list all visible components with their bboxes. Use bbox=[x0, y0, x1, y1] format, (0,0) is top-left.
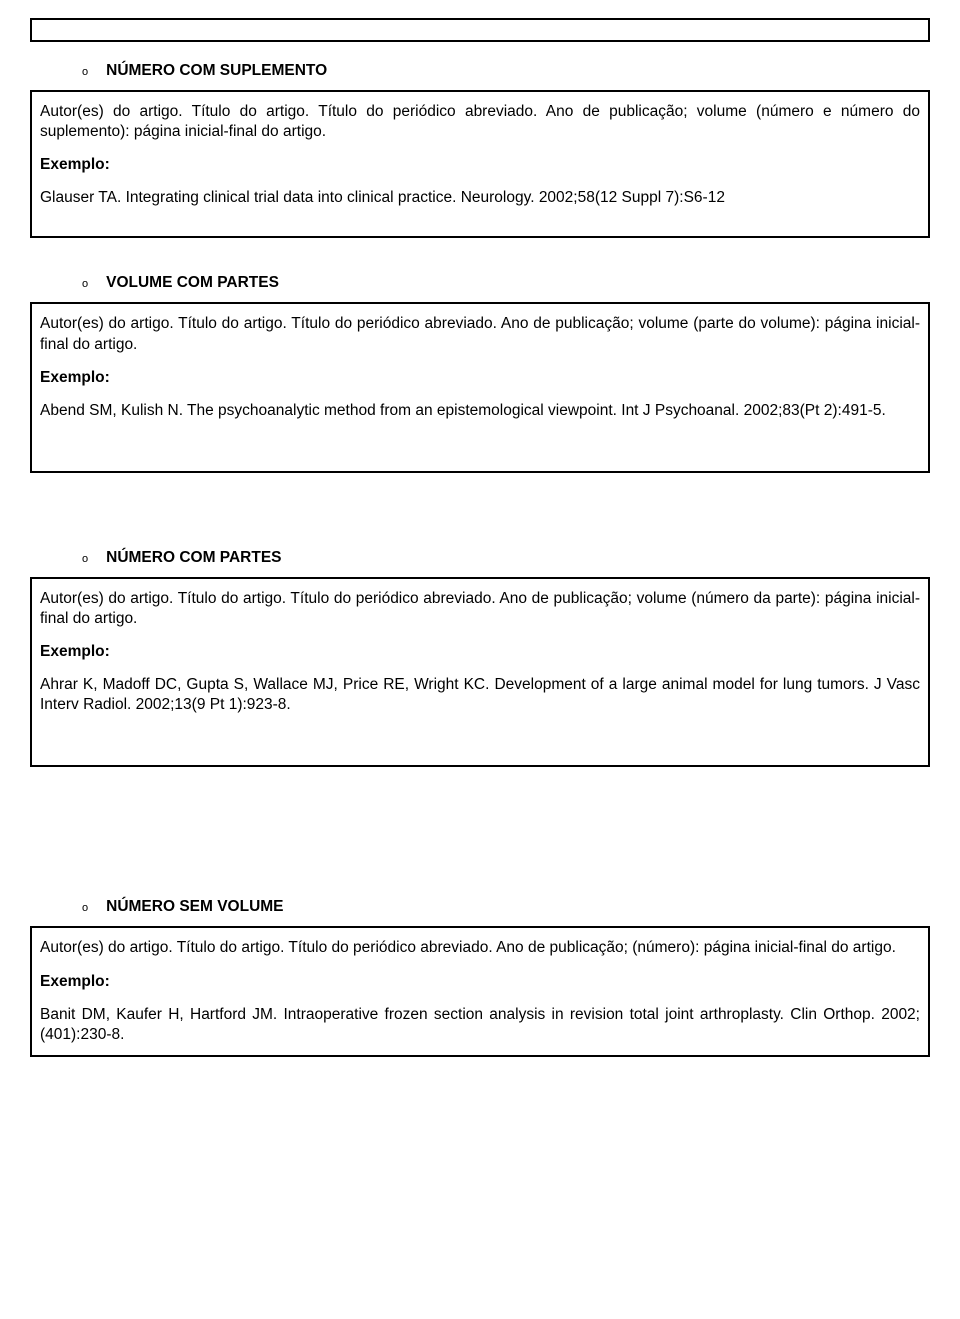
format-text: Autor(es) do artigo. Título do artigo. T… bbox=[40, 102, 920, 142]
section-title: VOLUME COM PARTES bbox=[106, 274, 279, 292]
section-box: Autor(es) do artigo. Título do artigo. T… bbox=[30, 302, 930, 472]
format-text: Autor(es) do artigo. Título do artigo. T… bbox=[40, 314, 920, 354]
spacer bbox=[40, 208, 920, 226]
section-box: Autor(es) do artigo. Título do artigo. T… bbox=[30, 926, 930, 1056]
example-label: Exemplo: bbox=[40, 369, 920, 387]
section-title: NÚMERO COM PARTES bbox=[106, 549, 281, 567]
document-page: o NÚMERO COM SUPLEMENTO Autor(es) do art… bbox=[0, 0, 960, 1087]
example-label: Exemplo: bbox=[40, 973, 920, 991]
example-label: Exemplo: bbox=[40, 643, 920, 661]
section-heading: o VOLUME COM PARTES bbox=[82, 274, 930, 292]
example-text: Ahrar K, Madoff DC, Gupta S, Wallace MJ,… bbox=[40, 675, 920, 715]
bullet-icon: o bbox=[82, 903, 88, 914]
format-text: Autor(es) do artigo. Título do artigo. T… bbox=[40, 938, 920, 958]
example-text: Abend SM, Kulish N. The psychoanalytic m… bbox=[40, 401, 920, 421]
example-label: Exemplo: bbox=[40, 156, 920, 174]
bullet-icon: o bbox=[82, 67, 88, 78]
format-text: Autor(es) do artigo. Título do artigo. T… bbox=[40, 589, 920, 629]
section-heading: o NÚMERO COM PARTES bbox=[82, 549, 930, 567]
spacer bbox=[30, 473, 930, 513]
example-text: Banit DM, Kaufer H, Hartford JM. Intraop… bbox=[40, 1005, 920, 1045]
section-title: NÚMERO COM SUPLEMENTO bbox=[106, 62, 327, 80]
spacer bbox=[40, 421, 920, 461]
spacer bbox=[30, 767, 930, 862]
example-text: Glauser TA. Integrating clinical trial d… bbox=[40, 188, 920, 208]
section-heading: o NÚMERO SEM VOLUME bbox=[82, 898, 930, 916]
section-heading: o NÚMERO COM SUPLEMENTO bbox=[82, 62, 930, 80]
bullet-icon: o bbox=[82, 279, 88, 290]
section-box: Autor(es) do artigo. Título do artigo. T… bbox=[30, 577, 930, 768]
bullet-icon: o bbox=[82, 554, 88, 565]
section-title: NÚMERO SEM VOLUME bbox=[106, 898, 283, 916]
top-border-box bbox=[30, 18, 930, 42]
section-box: Autor(es) do artigo. Título do artigo. T… bbox=[30, 90, 930, 238]
spacer bbox=[40, 715, 920, 755]
